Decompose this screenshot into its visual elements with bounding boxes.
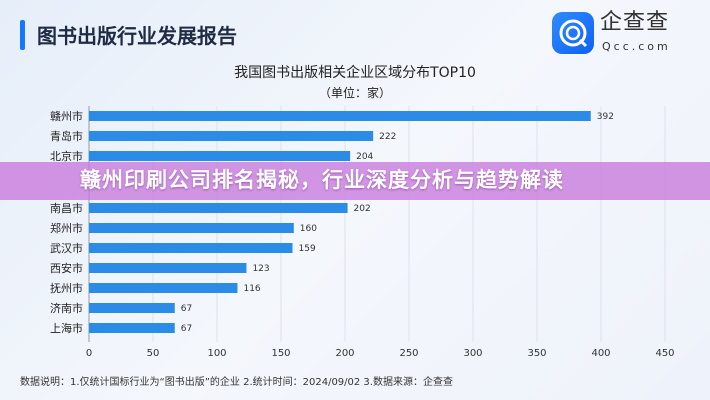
x-tick-label: 200 <box>335 348 354 359</box>
bar-value-label: 202 <box>354 204 371 214</box>
y-category-label: 抚州市 <box>50 281 83 295</box>
bar <box>89 131 374 141</box>
x-tick-label: 150 <box>271 348 290 359</box>
x-tick-label: 450 <box>655 348 674 359</box>
y-category-label: 上海市 <box>50 321 83 335</box>
chart-title: 我国图书出版相关企业区域分布TOP10 <box>234 65 476 81</box>
bar-value-label: 392 <box>597 112 614 122</box>
x-tick-label: 350 <box>527 348 546 359</box>
y-category-label: 南昌市 <box>50 201 83 215</box>
bar-value-label: 116 <box>243 284 260 294</box>
x-tick-label: 50 <box>147 348 160 359</box>
report-title: 图书出版行业发展报告 <box>37 24 237 48</box>
y-category-label: 西安市 <box>50 261 83 275</box>
bar <box>89 111 591 121</box>
bar <box>89 243 293 253</box>
logo-text: 企查查 <box>600 10 670 35</box>
bar-value-label: 67 <box>181 324 192 334</box>
y-category-label: 济南市 <box>50 301 83 315</box>
bar <box>89 263 247 273</box>
bar-value-label: 222 <box>379 132 396 142</box>
report-header: 图书出版行业发展报告 企查查 Qcc.com <box>0 0 710 64</box>
y-category-label: 赣州市 <box>50 109 83 123</box>
banner-headline: 赣州印刷公司排名揭秘，行业深度分析与趋势解读 <box>80 168 564 192</box>
chart-subtitle: （单位：家） <box>318 86 391 100</box>
bar-value-label: 204 <box>356 152 373 162</box>
bar-value-label: 160 <box>300 224 317 234</box>
bar <box>89 323 175 333</box>
x-tick-label: 400 <box>591 348 610 359</box>
y-category-label: 北京市 <box>50 149 83 163</box>
qcc-logo-icon <box>552 12 594 54</box>
logo-subtext: Qcc.com <box>602 40 671 53</box>
bar <box>89 283 238 293</box>
bar <box>89 303 175 313</box>
title-accent-bar <box>20 20 25 50</box>
x-tick-label: 250 <box>399 348 418 359</box>
y-category-label: 青岛市 <box>50 129 83 143</box>
x-tick-label: 300 <box>463 348 482 359</box>
data-footnote: 数据说明：1.仅统计国标行业为“图书出版”的企业 2.统计时间：2024/09/… <box>20 377 453 388</box>
bar-value-label: 123 <box>252 264 269 274</box>
bar <box>89 223 294 233</box>
y-category-label: 郑州市 <box>50 221 83 235</box>
y-category-label: 武汉市 <box>50 241 83 255</box>
x-tick-label: 0 <box>86 348 92 359</box>
overlay-banner <box>0 162 710 200</box>
bar <box>89 151 351 161</box>
bar-value-label: 67 <box>181 304 192 314</box>
x-tick-label: 100 <box>207 348 226 359</box>
bar-value-label: 159 <box>299 244 316 254</box>
bar <box>89 203 348 213</box>
